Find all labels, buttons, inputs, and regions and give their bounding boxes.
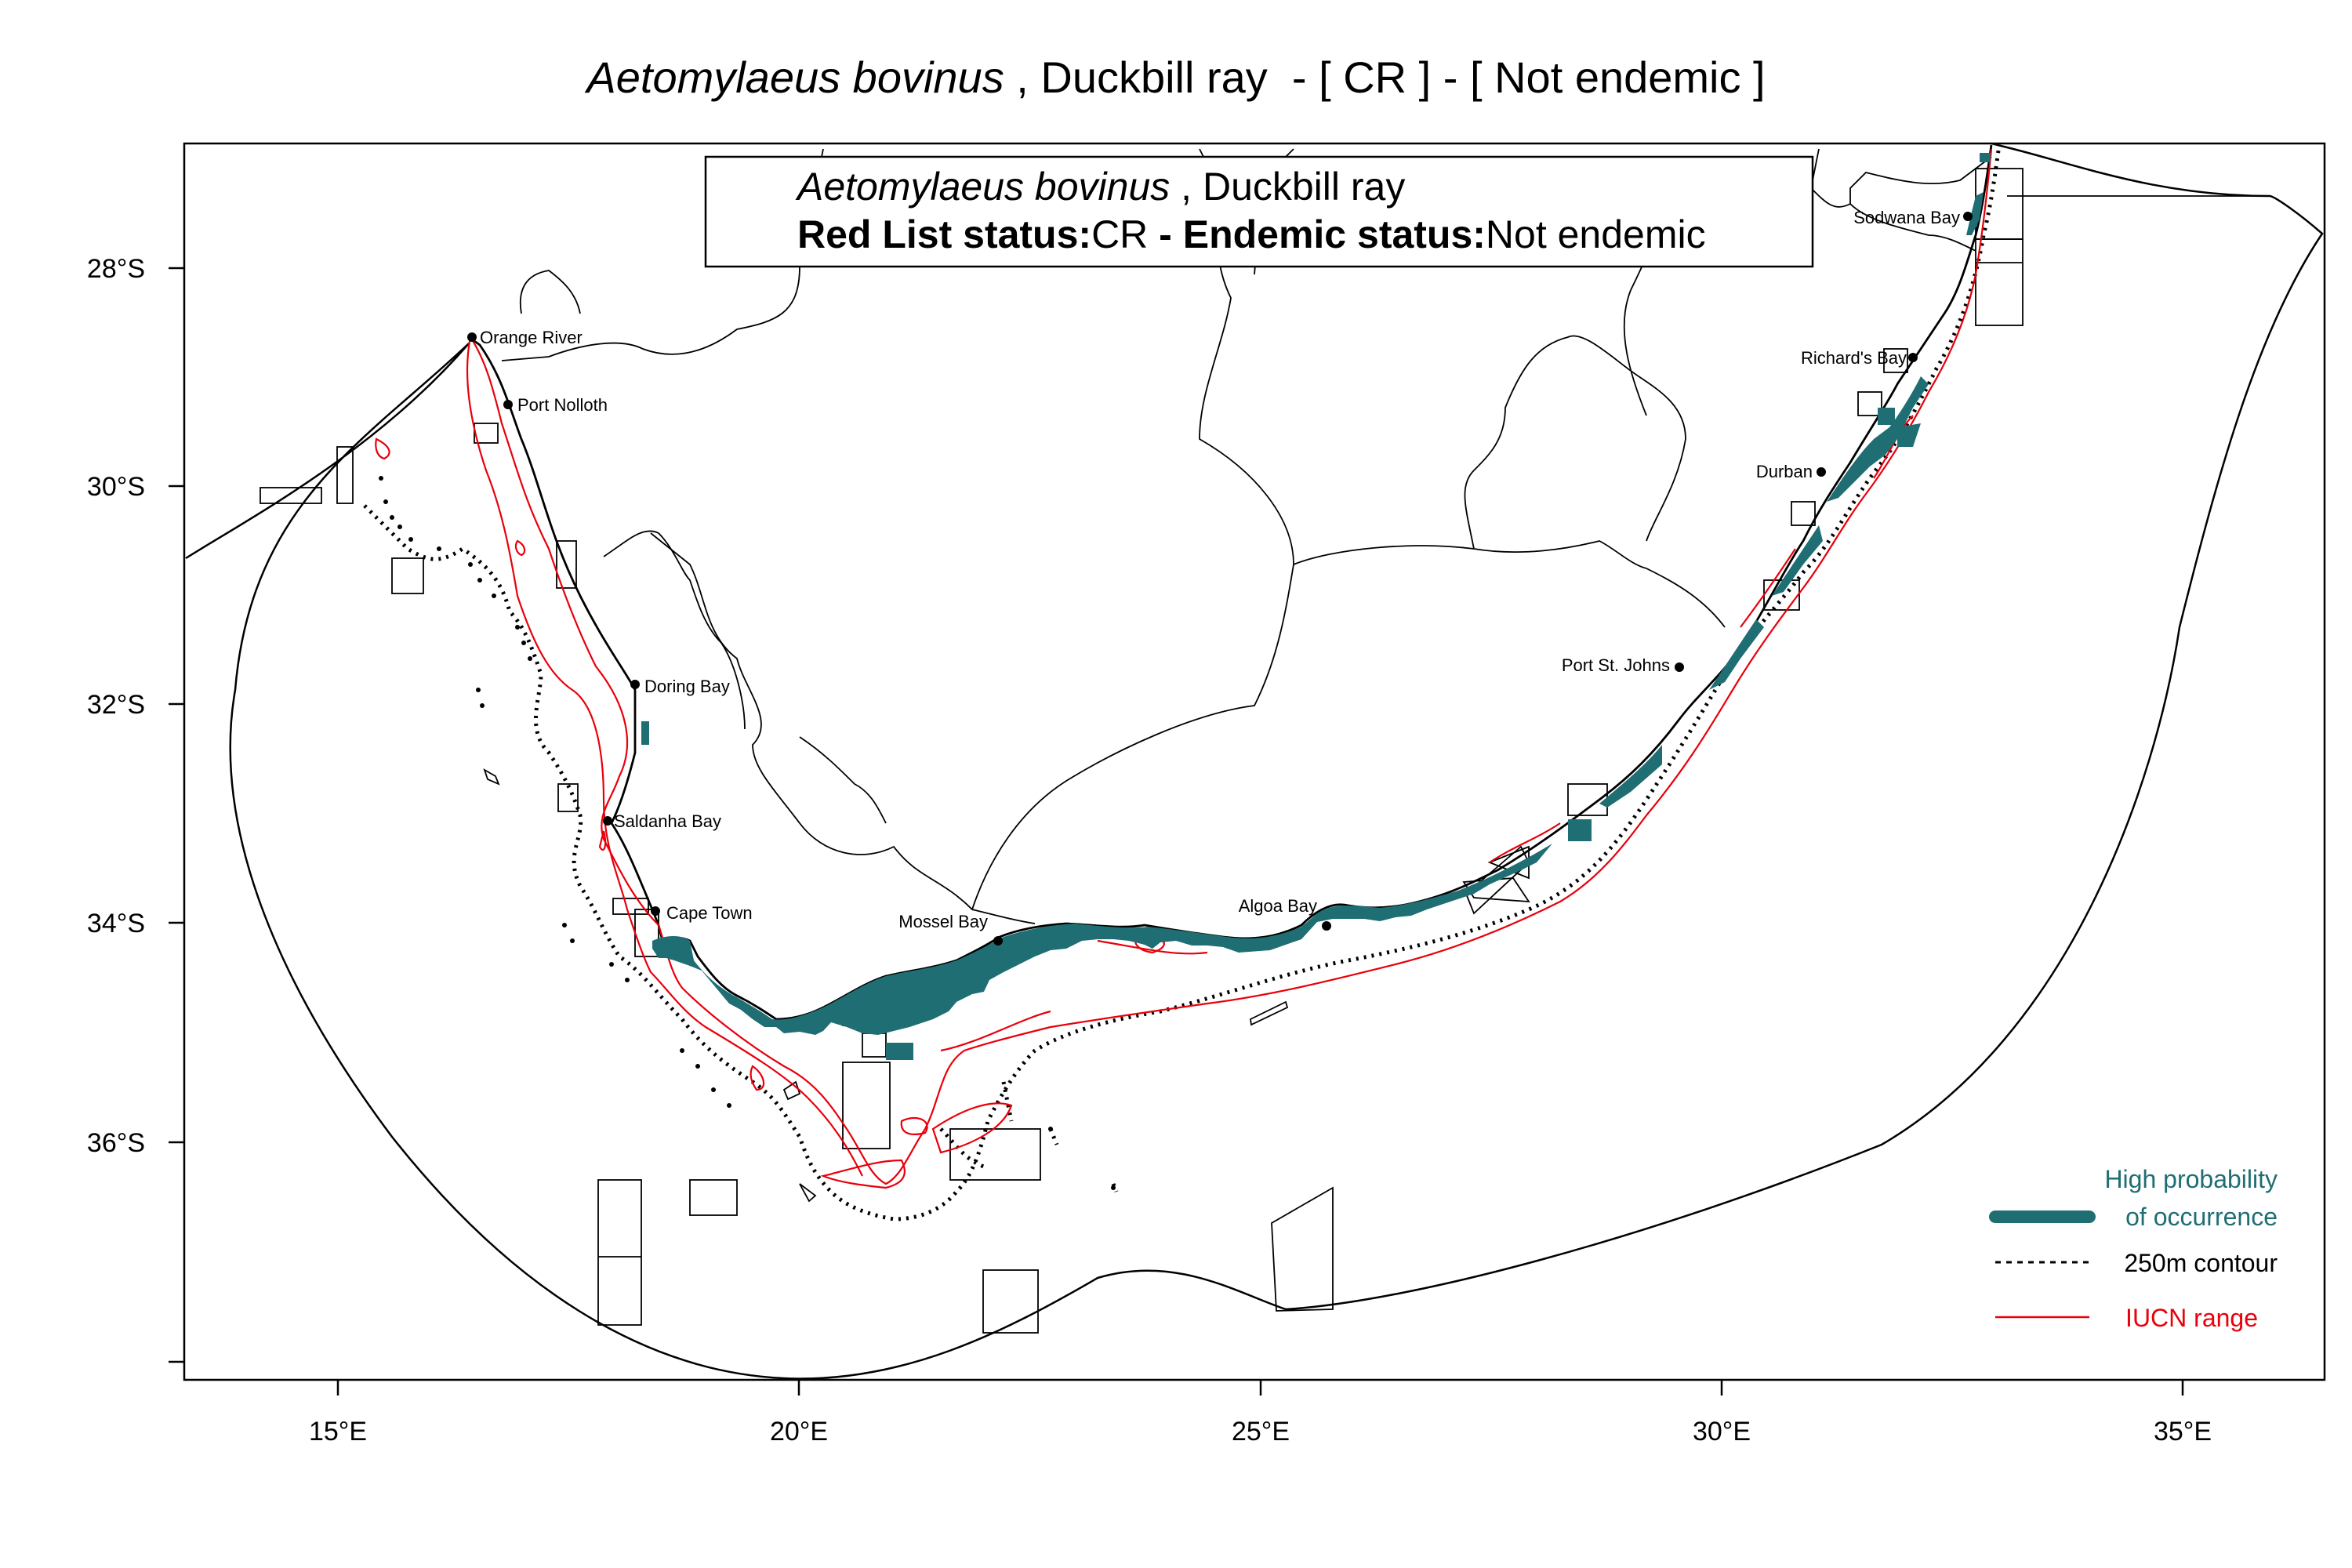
info-redlist-value: CR <box>1091 212 1148 256</box>
marker-saldanha-bay <box>603 816 612 826</box>
info-species: Aetomylaeus bovinus <box>795 165 1170 209</box>
y-tick-label: 28°S <box>87 254 145 284</box>
eez-boundary <box>185 142 2324 1380</box>
info-endemic-label: - Endemic status: <box>1148 212 1486 256</box>
x-axis <box>336 1380 2184 1396</box>
label-orange-river: Orange River <box>480 328 583 347</box>
marker-richards-bay <box>1908 353 1918 362</box>
x-tick-label: 35°E <box>2154 1417 2212 1446</box>
y-tick-label: 30°S <box>87 472 145 502</box>
info-box: Aetomylaeus bovinus , Duckbill ray Red L… <box>704 155 1814 268</box>
x-tick-label: 15°E <box>309 1417 367 1446</box>
label-saldanha-bay: Saldanha Bay <box>614 811 721 831</box>
title-species: Aetomylaeus bovinus <box>584 53 1004 102</box>
y-tick-label: 36°S <box>87 1128 145 1158</box>
plot-frame <box>183 142 2326 1381</box>
marker-mossel-bay <box>993 936 1003 946</box>
map-content: Orange River Port Nolloth Doring Bay Sal… <box>185 142 2324 1380</box>
shelf-dots <box>379 476 1116 1190</box>
contour-250m-islands <box>939 1081 1119 1192</box>
y-tick-label: 32°S <box>87 690 145 720</box>
x-tick-label: 25°E <box>1232 1417 1290 1446</box>
legend-high-prob-line1: High probability <box>2104 1165 2278 1193</box>
label-doring-bay: Doring Bay <box>644 677 730 696</box>
marker-sodwana-bay <box>1963 212 1973 221</box>
city-markers <box>467 212 1973 946</box>
title-rest: , Duckbill ray - [ CR ] - [ Not endemic … <box>1004 53 1766 102</box>
info-redlist-label: Red List status: <box>797 212 1091 256</box>
label-durban: Durban <box>1756 462 1813 481</box>
map-title: Aetomylaeus bovinus , Duckbill ray - [ C… <box>584 53 1765 102</box>
marker-doring-bay <box>630 680 640 689</box>
iucn-range <box>375 148 1993 1189</box>
legend-iucn: IUCN range <box>2125 1304 2258 1332</box>
marker-orange-river <box>467 332 477 342</box>
legend: High probability of occurrence 250m cont… <box>1989 1165 2278 1332</box>
label-mossel-bay: Mossel Bay <box>898 912 988 931</box>
info-endemic-value: Not endemic <box>1486 212 1706 256</box>
y-tick-labels: 28°S 30°S 32°S 34°S 36°S <box>87 254 145 1158</box>
info-box-frame <box>704 155 1814 268</box>
marker-algoa-bay <box>1322 921 1331 931</box>
label-richards-bay: Richard's Bay <box>1801 348 1907 368</box>
info-species-line: Aetomylaeus bovinus , Duckbill ray <box>795 165 1405 209</box>
city-labels: Orange River Port Nolloth Doring Bay Sal… <box>480 208 1960 931</box>
legend-contour: 250m contour <box>2124 1249 2278 1277</box>
legend-high-prob-line2: of occurrence <box>2125 1203 2278 1231</box>
x-tick-labels: 15°E 20°E 25°E 30°E 35°E <box>309 1417 2212 1446</box>
x-tick-label: 20°E <box>770 1417 828 1446</box>
info-common: , Duckbill ray <box>1170 165 1405 209</box>
info-status-line: Red List status:CR - Endemic status:Not … <box>797 212 1706 256</box>
x-tick-label: 30°E <box>1693 1417 1751 1446</box>
occurrence-high <box>641 153 1991 1060</box>
label-cape-town: Cape Town <box>666 903 753 923</box>
y-axis <box>169 267 184 1363</box>
label-port-st-johns: Port St. Johns <box>1562 655 1670 675</box>
coastline <box>468 144 1993 1021</box>
marker-port-nolloth <box>503 400 513 409</box>
label-algoa-bay: Algoa Bay <box>1239 896 1317 916</box>
marker-port-st-johns <box>1675 662 1684 672</box>
marker-durban <box>1817 467 1826 477</box>
contour-250m <box>363 144 2002 1221</box>
label-sodwana-bay: Sodwana Bay <box>1853 208 1960 227</box>
label-port-nolloth: Port Nolloth <box>517 395 608 415</box>
marker-cape-town <box>651 906 660 916</box>
y-tick-label: 34°S <box>87 909 145 938</box>
